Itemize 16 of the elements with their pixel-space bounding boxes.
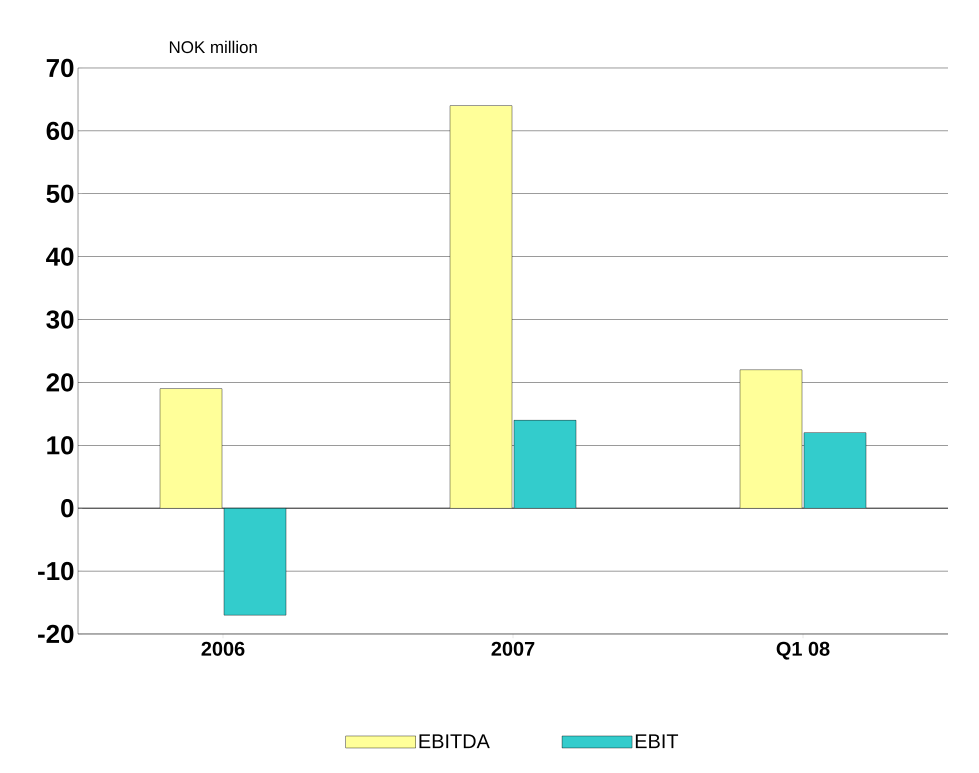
y-tick-label: 0 — [61, 499, 74, 518]
x-tick-label: 2007 — [492, 642, 534, 656]
y-tick-label: -10 — [38, 562, 74, 580]
y-tick-label: -20 — [38, 624, 74, 644]
x-tick-label: 2006 — [202, 642, 244, 656]
y-tick-label: 30 — [46, 310, 74, 329]
legend-label: EBIT — [636, 734, 678, 748]
y-tick-label: 70 — [46, 58, 74, 78]
y-tick-label: 20 — [46, 373, 74, 392]
y-tick-label: 60 — [46, 122, 74, 140]
y-tick-label: 50 — [46, 184, 74, 203]
y-tick-label: 40 — [46, 247, 74, 266]
x-tick-label: Q1 08 — [776, 642, 830, 660]
y-tick-label: 10 — [47, 436, 74, 454]
legend-label: EBITDA — [420, 734, 490, 748]
y-axis-title: NOK million — [170, 40, 257, 54]
